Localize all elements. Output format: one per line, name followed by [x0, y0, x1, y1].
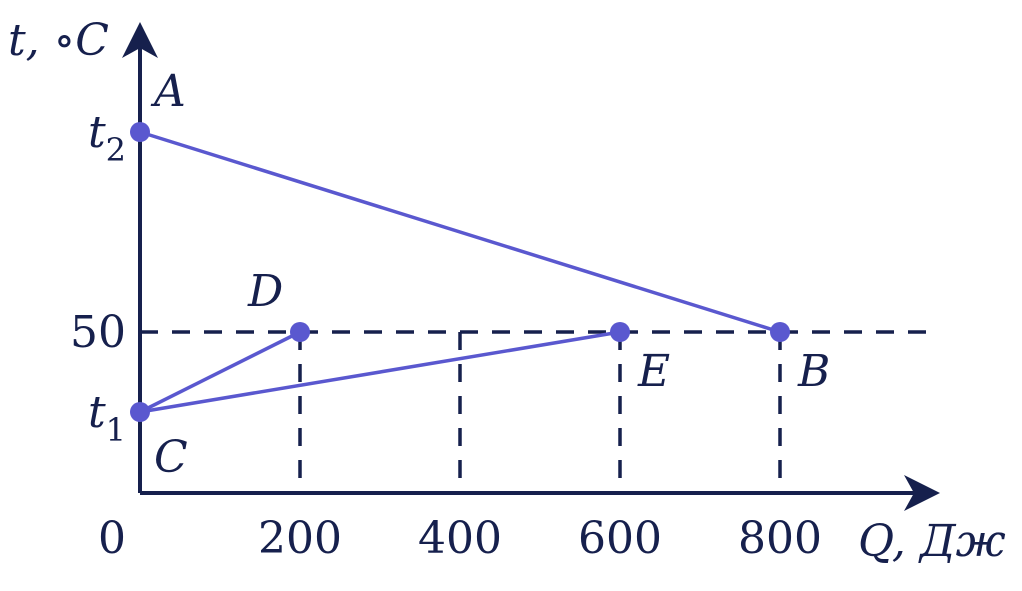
x-tick-0: 0: [98, 513, 126, 564]
x-tick-200: 200: [258, 513, 342, 564]
guide-lines: [140, 330, 935, 493]
y-tick-t1: t1: [88, 387, 126, 449]
x-axis-label: Q, Дж: [858, 516, 1006, 567]
labels: t, ∘C Q, Дж: [8, 15, 1006, 567]
x-tick-600: 600: [578, 513, 662, 564]
point-label-A: A: [150, 66, 186, 117]
y-axis-label: t, ∘C: [8, 15, 109, 66]
point-C: [130, 402, 150, 422]
point-A: [130, 121, 150, 142]
y-tick-text: t: [88, 107, 106, 158]
data-points: A B C D E: [130, 66, 830, 483]
point-D: [290, 321, 310, 342]
point-label-B: B: [797, 346, 830, 397]
segment-CD: [139, 330, 301, 414]
x-tick-400: 400: [418, 513, 502, 564]
point-label-E: E: [637, 346, 670, 397]
x-tick-labels: 0 200 400 600 800: [98, 513, 822, 564]
point-label-C: C: [154, 432, 188, 483]
point-E: [610, 321, 630, 342]
y-tick-text: 50: [70, 307, 126, 358]
series-lines: [139, 130, 781, 414]
x-axis-arrow: [904, 475, 940, 511]
y-tick-subscript: 1: [106, 411, 126, 449]
x-tick-800: 800: [738, 513, 822, 564]
y-tick-50: 50: [70, 307, 126, 358]
point-label-D: D: [247, 266, 283, 317]
y-axis-arrow: [122, 22, 158, 58]
point-B: [770, 321, 790, 342]
y-tick-text: t: [88, 387, 106, 438]
y-tick-subscript: 2: [106, 131, 126, 169]
segment-CE: [139, 330, 621, 414]
segment-AB: [139, 130, 781, 334]
y-tick-t2: t2: [88, 107, 126, 169]
axes: [122, 22, 940, 511]
